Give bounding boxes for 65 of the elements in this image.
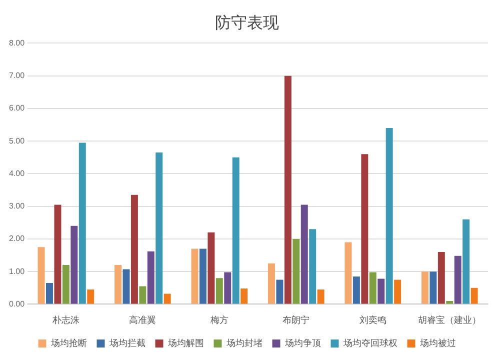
- bar: [369, 272, 376, 304]
- legend-label: 场均争顶: [284, 338, 321, 348]
- bar: [38, 247, 45, 304]
- bar: [130, 194, 138, 304]
- y-tick-label: 1.00: [8, 266, 26, 276]
- x-tick-label: 梅方: [209, 315, 228, 326]
- legend-label: 场均夺回球权: [342, 338, 398, 348]
- bar: [352, 276, 360, 304]
- y-tick-label: 6.00: [8, 104, 26, 113]
- bar: [309, 229, 316, 304]
- y-tick-label: 3.00: [8, 202, 26, 211]
- bar: [54, 204, 62, 304]
- bar: [216, 278, 223, 304]
- bar: [378, 278, 385, 304]
- legend-label: 场均封堵: [225, 338, 262, 348]
- bar: [300, 204, 308, 304]
- bar: [139, 286, 146, 304]
- bar: [156, 152, 163, 304]
- legend-label: 场均拦截: [108, 338, 146, 348]
- bar: [394, 280, 402, 304]
- bar: [386, 128, 393, 304]
- legend-label: 场均被过: [418, 338, 456, 348]
- bar: [421, 272, 428, 304]
- bar: [240, 288, 248, 304]
- bar: [147, 251, 154, 304]
- bar: [62, 265, 70, 304]
- y-tick-label: 0.00: [8, 299, 26, 308]
- bar: [470, 288, 478, 304]
- bar: [199, 248, 206, 304]
- y-tick-label: 5.00: [8, 136, 26, 146]
- bar: [268, 263, 275, 304]
- x-tick-label: 刘奕鸣: [359, 315, 386, 326]
- bar: [446, 300, 454, 304]
- bar: [361, 154, 368, 304]
- bar: [70, 226, 78, 304]
- y-tick-label: 2.00: [8, 234, 26, 244]
- bar: [46, 282, 53, 304]
- bar: [191, 248, 198, 304]
- bar: [284, 76, 292, 304]
- bar: [208, 232, 215, 304]
- y-tick-label: 4.00: [8, 168, 26, 178]
- bar: [164, 294, 171, 304]
- x-tick-label: 布朗宁: [282, 315, 310, 326]
- x-tick-label: 朴志洙: [51, 315, 80, 326]
- bar: [122, 269, 130, 304]
- bar: [430, 272, 437, 304]
- legend-label: 场均解围: [166, 338, 204, 348]
- bar: [317, 290, 324, 304]
- bar: [292, 238, 300, 304]
- bar: [78, 142, 86, 304]
- x-tick-label: 胡睿宝（建业）: [418, 315, 482, 326]
- y-tick-label: 7.00: [8, 71, 26, 80]
- bar: [454, 256, 462, 304]
- bar: [232, 157, 240, 304]
- bar: [224, 272, 232, 304]
- bar: [438, 252, 445, 304]
- bar: [462, 219, 470, 304]
- chart-title: 防守表现: [215, 12, 279, 32]
- x-tick-label: 高准翼: [129, 315, 156, 326]
- bar: [87, 290, 94, 304]
- y-tick-label: 8.00: [8, 38, 26, 48]
- bar: [276, 280, 284, 304]
- bar: [344, 242, 352, 304]
- bar: [114, 265, 122, 304]
- legend-label: 场均抢断: [50, 338, 87, 348]
